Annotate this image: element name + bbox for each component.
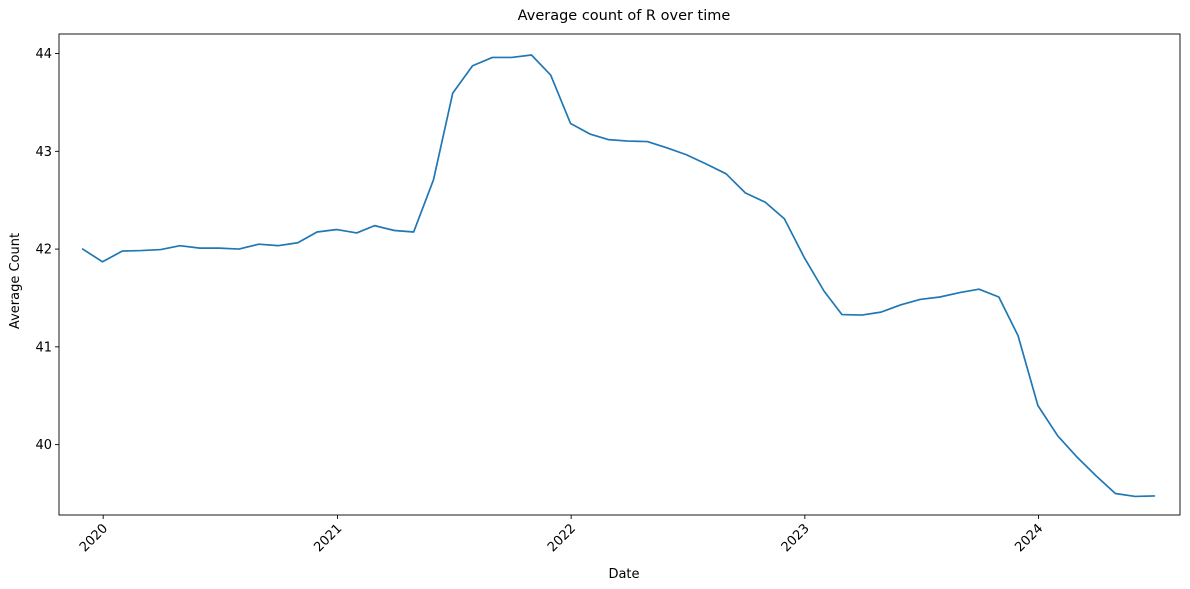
y-tick-label: 44 [35,47,52,62]
x-tick-label: 2021 [311,521,345,555]
y-tick-label: 40 [35,438,52,453]
y-tick-label: 43 [35,145,52,160]
y-axis-label: Average Count [8,233,23,329]
x-tick-label: 2022 [545,521,579,555]
x-tick-label: 2024 [1012,521,1046,555]
y-tick-label: 41 [35,340,52,355]
chart-title: Average count of R over time [518,8,731,24]
x-tick-label: 2023 [779,521,813,555]
plot-frame [58,33,1181,516]
plot-area: 40 41 42 43 44 2020 2021 2022 2023 2024 [35,33,1181,555]
y-tick-label: 42 [35,243,52,258]
x-axis-label: Date [608,567,639,582]
series-line-0 [81,54,1156,498]
x-tick-label: 2020 [77,521,111,555]
